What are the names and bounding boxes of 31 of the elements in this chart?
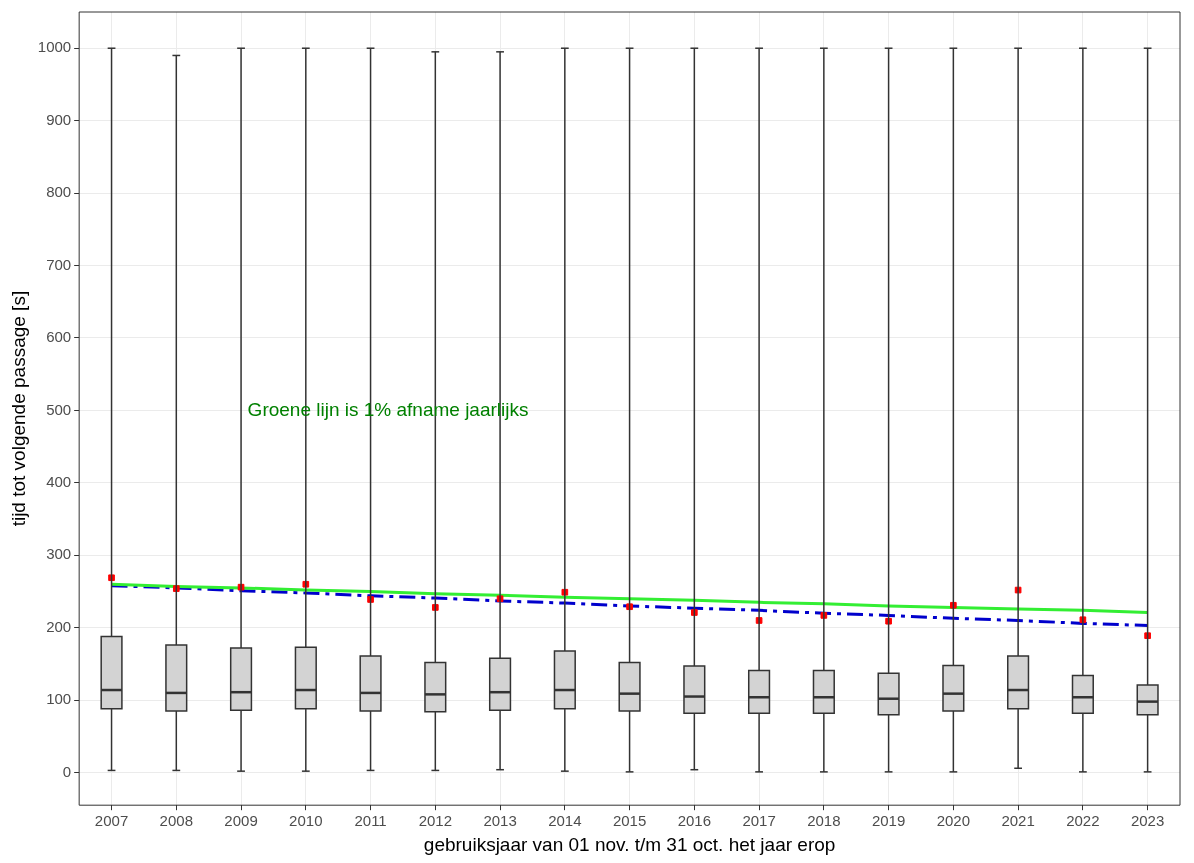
- x-tick-label: 2021: [1001, 812, 1035, 830]
- y-tick-label: 500: [46, 400, 72, 418]
- line-series: [110, 584, 1150, 628]
- y-tick-label: 600: [46, 328, 72, 346]
- y-axis-title: tijd tot volgende passage [s]: [7, 290, 29, 527]
- x-tick-label: 2009: [224, 812, 258, 830]
- y-tick-label: 100: [46, 690, 72, 708]
- x-tick-label: 2007: [94, 812, 129, 830]
- y-tick-label: 800: [46, 183, 72, 201]
- x-tick-label: 2010: [289, 812, 323, 830]
- x-tick-label: 2012: [418, 812, 453, 830]
- x-tick-label: 2014: [548, 812, 582, 830]
- y-tick-label: 1000: [37, 38, 72, 56]
- x-tick-label: 2022: [1066, 812, 1100, 830]
- x-tick-label: 2023: [1130, 812, 1165, 830]
- x-tick-label: 2013: [483, 812, 517, 830]
- y-tick-label: 900: [46, 110, 72, 128]
- x-tick-label: 2019: [871, 812, 906, 830]
- y-tick-label: 300: [46, 545, 72, 563]
- x-tick-label: 2018: [807, 812, 841, 830]
- x-tick-label: 2011: [354, 812, 387, 830]
- y-tick-label: 700: [46, 255, 72, 273]
- x-tick-label: 2015: [612, 812, 647, 830]
- x-tick-label: 2017: [742, 812, 776, 830]
- y-tick-label: 0: [62, 762, 72, 780]
- y-tick-label: 400: [46, 472, 72, 490]
- x-tick-label: 2020: [936, 812, 971, 830]
- x-tick-label: 2016: [677, 812, 712, 830]
- x-axis-title: gebruiksjaar van 01 nov. t/m 31 oct. het jaar erop: [423, 833, 836, 855]
- x-tick-label: 2008: [159, 812, 193, 830]
- y-tick-label: 200: [46, 617, 72, 635]
